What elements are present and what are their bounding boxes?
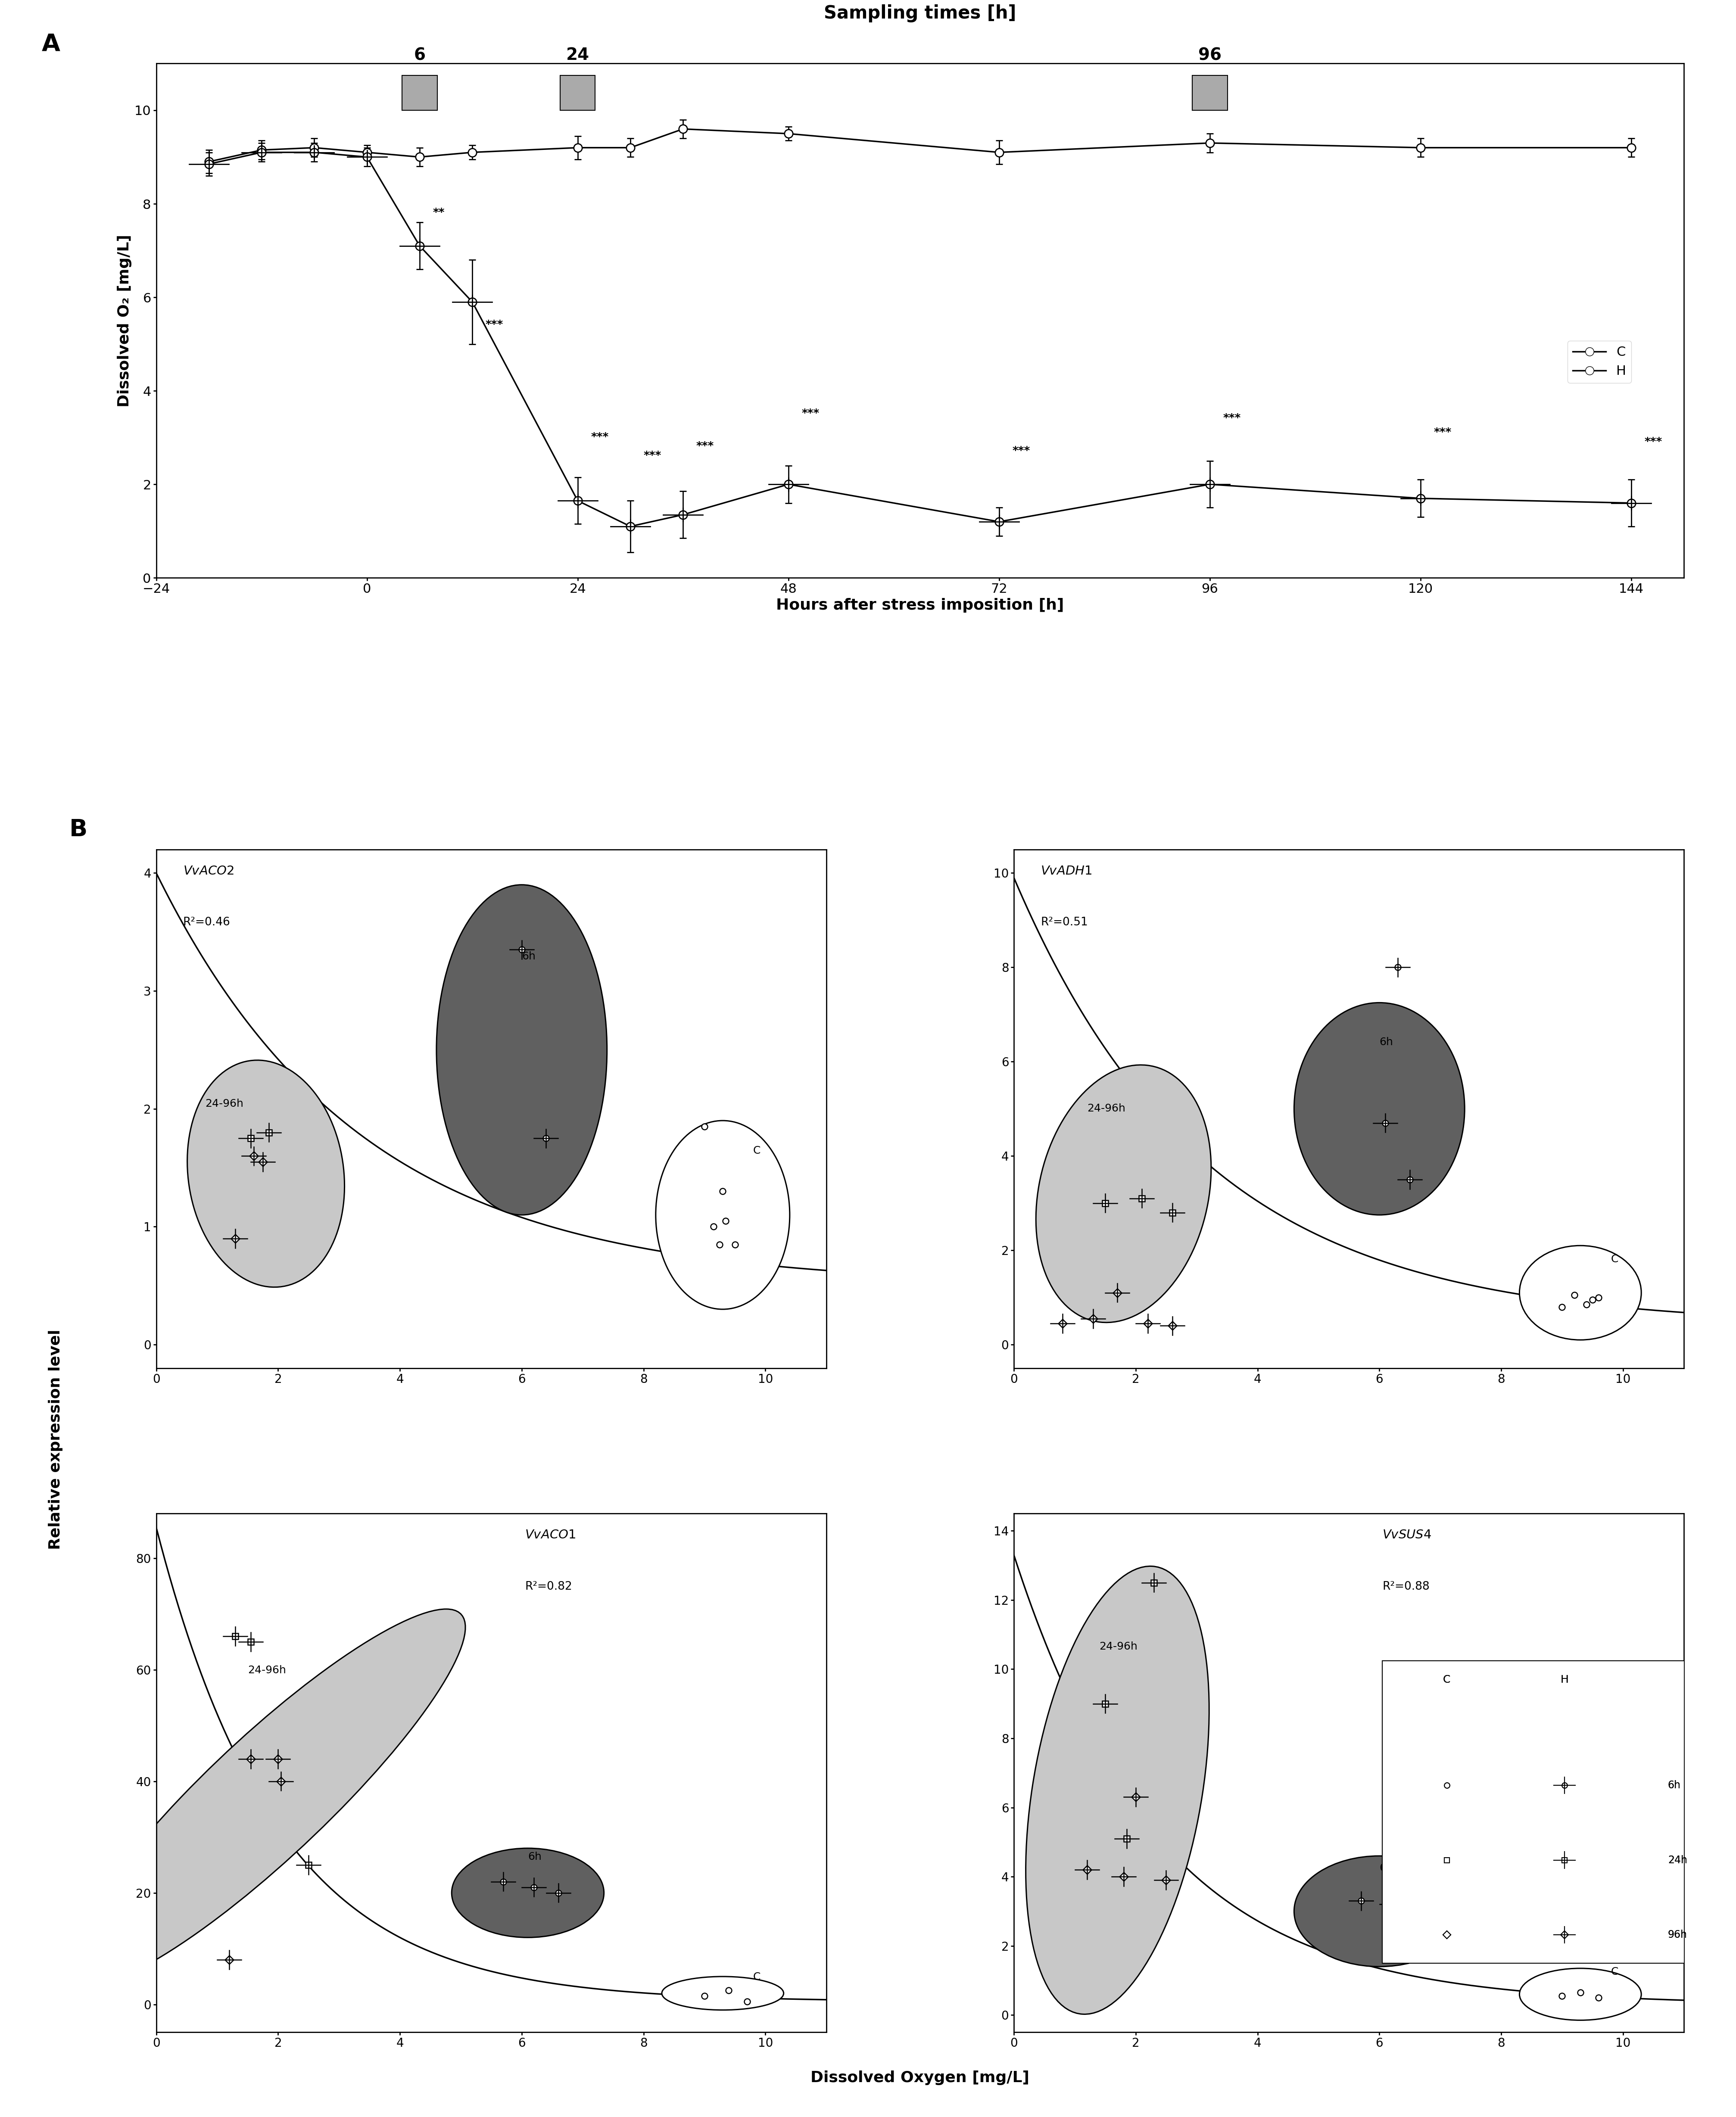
- Text: 6: 6: [413, 47, 425, 64]
- Title: Sampling times [h]: Sampling times [h]: [825, 4, 1016, 23]
- Text: $\it{Vv}$$\it{ACO1}$: $\it{Vv}$$\it{ACO1}$: [524, 1528, 576, 1541]
- Bar: [403, 76, 437, 110]
- Ellipse shape: [1293, 1857, 1465, 1967]
- Text: C: C: [1611, 1967, 1618, 1977]
- Text: R²=0.88: R²=0.88: [1382, 1581, 1430, 1592]
- Text: ***: ***: [644, 451, 661, 462]
- Text: 24-96h: 24-96h: [205, 1099, 243, 1109]
- Text: $\it{Vv}$$\it{SUS4}$: $\it{Vv}$$\it{SUS4}$: [1382, 1528, 1432, 1541]
- Text: C: C: [753, 1971, 760, 1982]
- Text: 6h: 6h: [1668, 1780, 1680, 1791]
- Bar: [561, 76, 595, 110]
- Text: 24h: 24h: [1668, 1854, 1687, 1865]
- Text: 6h: 6h: [1380, 1863, 1392, 1874]
- Ellipse shape: [1519, 1245, 1641, 1340]
- Text: ***: ***: [1012, 447, 1029, 457]
- Text: H: H: [1561, 1675, 1569, 1685]
- Ellipse shape: [1519, 1969, 1641, 2020]
- Text: ***: ***: [696, 440, 713, 453]
- Text: **: **: [432, 207, 444, 218]
- Text: ***: ***: [1434, 428, 1451, 438]
- Text: 6h: 6h: [523, 951, 535, 961]
- Text: 96h: 96h: [1668, 1929, 1687, 1939]
- Text: C: C: [753, 1145, 760, 1156]
- Text: H: H: [1561, 1675, 1569, 1685]
- Text: ***: ***: [802, 409, 819, 419]
- Text: Relative expression level: Relative expression level: [49, 1329, 62, 1550]
- Text: 24h: 24h: [1668, 1854, 1687, 1865]
- Text: $\it{Vv}$$\it{ADH1}$: $\it{Vv}$$\it{ADH1}$: [1040, 866, 1092, 876]
- Bar: [1193, 76, 1227, 110]
- Bar: [1382, 1662, 1706, 1962]
- Text: C: C: [1443, 1675, 1451, 1685]
- Text: 6h: 6h: [1668, 1780, 1680, 1791]
- Ellipse shape: [66, 1609, 465, 1988]
- X-axis label: Hours after stress imposition [h]: Hours after stress imposition [h]: [776, 597, 1064, 612]
- Text: $\it{Vv}$$\it{ACO2}$: $\it{Vv}$$\it{ACO2}$: [182, 866, 234, 876]
- Ellipse shape: [436, 885, 608, 1215]
- Text: ***: ***: [1644, 436, 1661, 449]
- Text: 6h: 6h: [1380, 1037, 1392, 1048]
- Text: 96h: 96h: [1668, 1929, 1687, 1939]
- Ellipse shape: [1293, 1003, 1465, 1215]
- Text: A: A: [42, 32, 61, 55]
- Ellipse shape: [1036, 1065, 1212, 1323]
- Text: R²=0.51: R²=0.51: [1040, 917, 1088, 927]
- Text: R²=0.46: R²=0.46: [182, 917, 231, 927]
- Text: C: C: [1443, 1675, 1451, 1685]
- Text: ***: ***: [590, 432, 609, 442]
- Ellipse shape: [451, 1848, 604, 1937]
- Ellipse shape: [187, 1061, 344, 1287]
- Text: 24-96h: 24-96h: [248, 1664, 286, 1675]
- Text: 96: 96: [1198, 47, 1222, 64]
- Y-axis label: Dissolved O₂ [mg/L]: Dissolved O₂ [mg/L]: [118, 235, 132, 406]
- Text: B: B: [69, 819, 87, 843]
- Ellipse shape: [656, 1120, 790, 1308]
- Ellipse shape: [661, 1977, 783, 2009]
- Ellipse shape: [1026, 1567, 1210, 2013]
- Text: 24-96h: 24-96h: [1087, 1103, 1125, 1114]
- Text: ***: ***: [486, 320, 503, 330]
- Text: Dissolved Oxygen [mg/L]: Dissolved Oxygen [mg/L]: [811, 2070, 1029, 2085]
- Text: R²=0.82: R²=0.82: [524, 1581, 573, 1592]
- Text: 6h: 6h: [528, 1852, 542, 1863]
- Text: C: C: [1611, 1253, 1618, 1264]
- Legend: C, H: C, H: [1568, 341, 1632, 383]
- Text: ***: ***: [1222, 413, 1241, 423]
- Text: 24-96h: 24-96h: [1099, 1641, 1137, 1651]
- Text: 24: 24: [566, 47, 589, 64]
